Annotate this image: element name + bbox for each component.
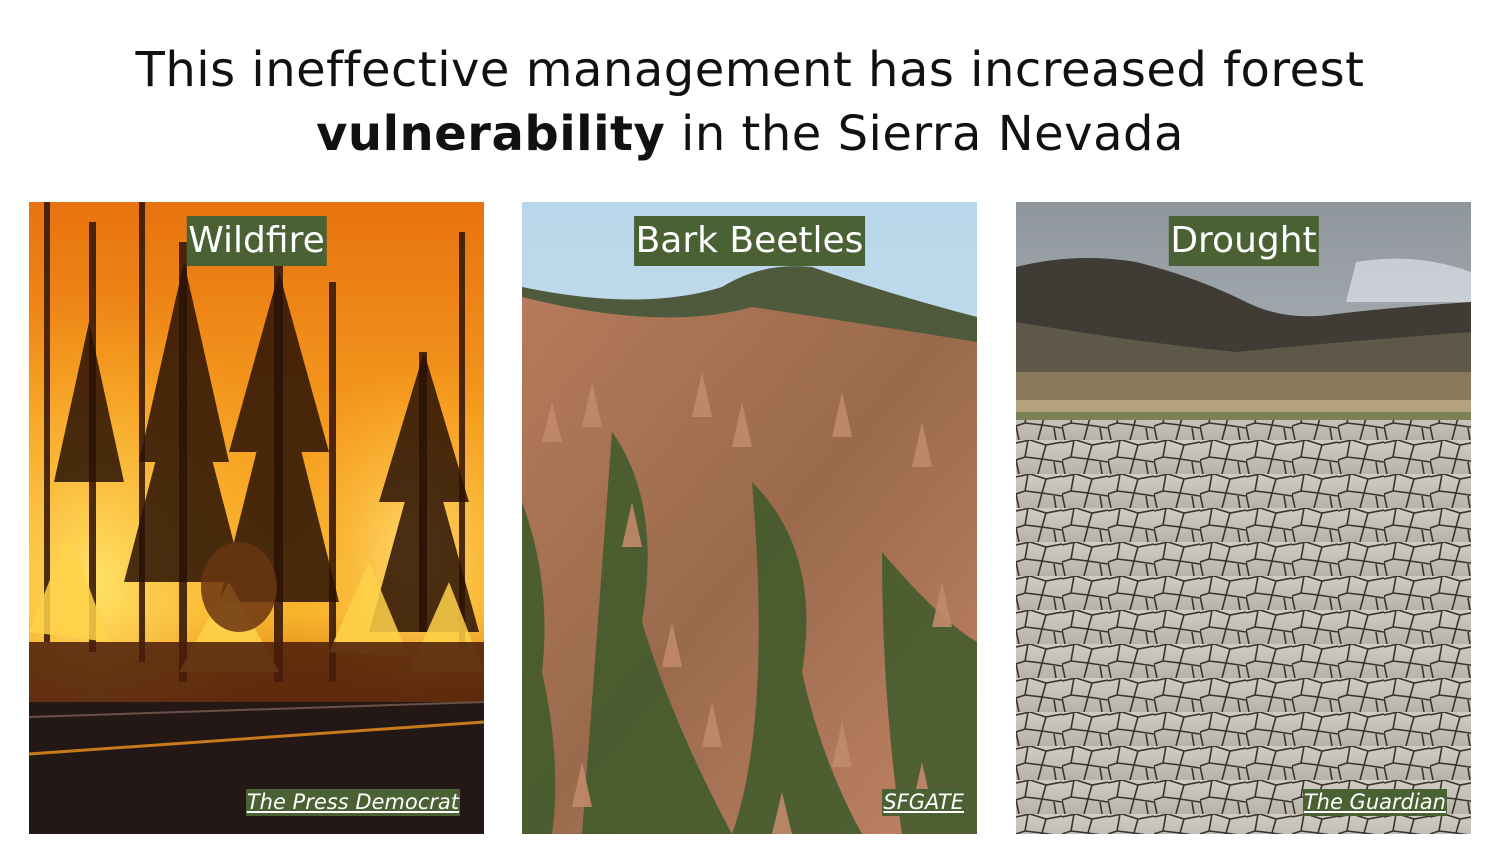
title-line-2: vulnerability in the Sierra Nevada (0, 102, 1500, 166)
slide-title: This ineffective management has increase… (0, 38, 1500, 166)
bark-beetles-panel: Bark Beetles SFGATE (522, 202, 977, 834)
wildfire-panel: Wildfire The Press Democrat (29, 202, 484, 834)
title-line-1: This ineffective management has increase… (135, 42, 1365, 98)
wildfire-label: Wildfire (186, 216, 327, 266)
drought-label: Drought (1168, 216, 1319, 266)
drought-cracked-earth-photo (1016, 202, 1471, 834)
drought-panel: Drought The Guardian (1016, 202, 1471, 834)
bark-beetles-label: Bark Beetles (633, 216, 866, 266)
title-emphasis: vulnerability (316, 106, 666, 162)
wildfire-photo (29, 202, 484, 834)
title-line-2-rest: in the Sierra Nevada (665, 106, 1184, 162)
wildfire-credit-link[interactable]: The Press Democrat (245, 789, 460, 816)
bark-beetles-credit-link[interactable]: SFGATE (882, 789, 965, 816)
drought-credit-link[interactable]: The Guardian (1302, 789, 1447, 816)
bark-beetle-forest-photo (522, 202, 977, 834)
